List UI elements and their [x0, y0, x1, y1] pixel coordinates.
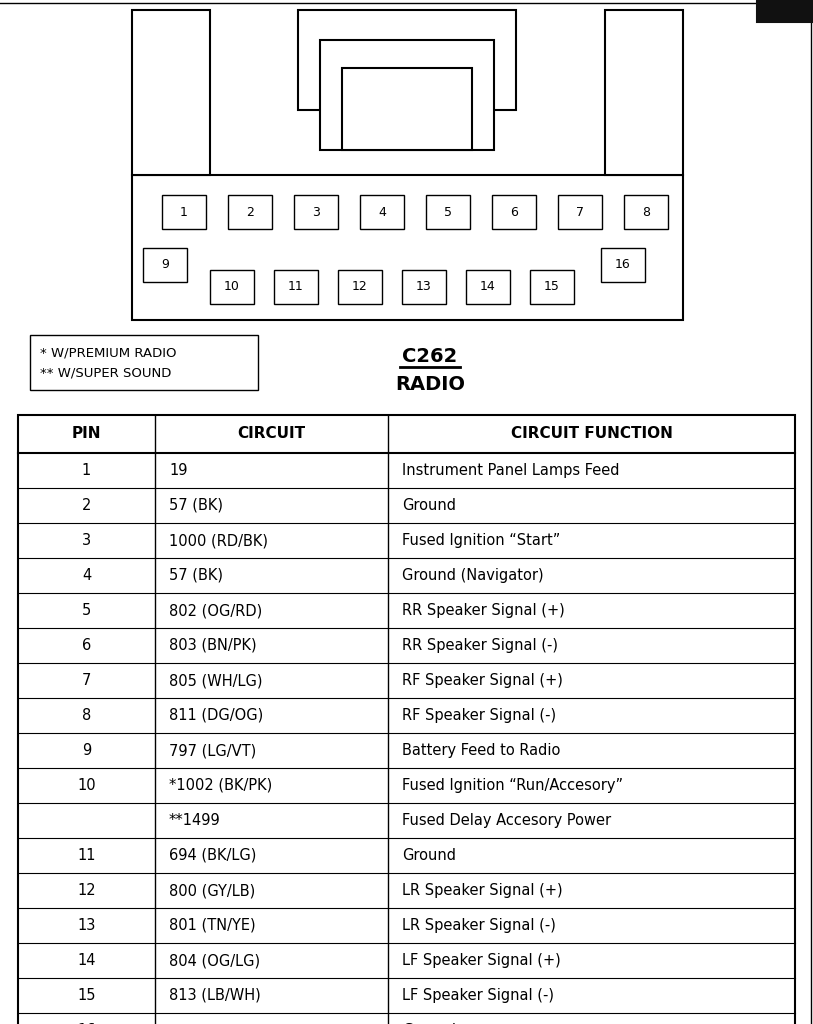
Text: RR Speaker Signal (-): RR Speaker Signal (-) — [402, 638, 558, 653]
Text: 14: 14 — [480, 281, 496, 294]
Text: RF Speaker Signal (+): RF Speaker Signal (+) — [402, 673, 563, 688]
Text: ** W/SUPER SOUND: ** W/SUPER SOUND — [40, 367, 172, 380]
Text: 12: 12 — [77, 883, 96, 898]
Text: 5: 5 — [82, 603, 91, 618]
Bar — [338, 270, 382, 304]
Text: C262: C262 — [402, 347, 458, 366]
Text: *1002 (BK/PK): *1002 (BK/PK) — [169, 778, 272, 793]
Text: 9: 9 — [161, 258, 169, 271]
Bar — [298, 10, 516, 110]
Text: 12: 12 — [352, 281, 367, 294]
Text: 8: 8 — [642, 206, 650, 218]
Bar — [320, 40, 494, 150]
Text: 4: 4 — [378, 206, 386, 218]
Text: 10: 10 — [224, 281, 240, 294]
Bar — [558, 195, 602, 229]
Text: 5: 5 — [444, 206, 452, 218]
Bar — [132, 10, 210, 175]
Bar — [757, 0, 813, 22]
Text: 811 (DG/OG): 811 (DG/OG) — [169, 708, 263, 723]
Text: 11: 11 — [77, 848, 96, 863]
Text: Fused Ignition “Run/Accesory”: Fused Ignition “Run/Accesory” — [402, 778, 623, 793]
Text: 6: 6 — [82, 638, 91, 653]
Bar — [530, 270, 574, 304]
Text: Battery Feed to Radio: Battery Feed to Radio — [402, 743, 560, 758]
Bar — [30, 335, 258, 390]
Bar — [426, 195, 470, 229]
Bar — [605, 10, 683, 175]
Text: 4: 4 — [82, 568, 91, 583]
Bar — [162, 195, 206, 229]
Text: 15: 15 — [544, 281, 560, 294]
Bar — [402, 270, 446, 304]
Text: 11: 11 — [288, 281, 304, 294]
Text: RR Speaker Signal (+): RR Speaker Signal (+) — [402, 603, 565, 618]
Text: RADIO: RADIO — [395, 375, 465, 394]
Text: 802 (OG/RD): 802 (OG/RD) — [169, 603, 263, 618]
Text: 2: 2 — [246, 206, 254, 218]
Text: LF Speaker Signal (-): LF Speaker Signal (-) — [402, 988, 554, 1002]
Bar — [294, 195, 338, 229]
Text: 15: 15 — [77, 988, 96, 1002]
Text: 13: 13 — [416, 281, 432, 294]
Text: 19: 19 — [169, 463, 188, 478]
Text: RF Speaker Signal (-): RF Speaker Signal (-) — [402, 708, 556, 723]
Text: 803 (BN/PK): 803 (BN/PK) — [169, 638, 257, 653]
Text: * W/PREMIUM RADIO: * W/PREMIUM RADIO — [40, 346, 176, 359]
Bar — [466, 270, 510, 304]
Text: 1: 1 — [82, 463, 91, 478]
Text: 7: 7 — [576, 206, 584, 218]
Bar — [360, 195, 404, 229]
Bar — [274, 270, 318, 304]
Bar — [624, 195, 668, 229]
Text: Ground: Ground — [402, 848, 456, 863]
Text: 57 (BK): 57 (BK) — [169, 568, 223, 583]
Text: Ground (Navigator): Ground (Navigator) — [402, 568, 544, 583]
Text: Fused Ignition “Start”: Fused Ignition “Start” — [402, 534, 560, 548]
Text: 800 (GY/LB): 800 (GY/LB) — [169, 883, 255, 898]
Bar — [210, 270, 254, 304]
Text: Ground: Ground — [402, 498, 456, 513]
Text: 10: 10 — [77, 778, 96, 793]
Bar — [228, 195, 272, 229]
Text: 694 (BK/LG): 694 (BK/LG) — [169, 848, 256, 863]
Bar — [132, 175, 683, 319]
Text: 7: 7 — [82, 673, 91, 688]
Text: PIN: PIN — [72, 427, 102, 441]
Text: 16: 16 — [615, 258, 631, 271]
Text: 804 (OG/LG): 804 (OG/LG) — [169, 953, 260, 968]
Text: 805 (WH/LG): 805 (WH/LG) — [169, 673, 263, 688]
Text: 6: 6 — [510, 206, 518, 218]
Text: LR Speaker Signal (-): LR Speaker Signal (-) — [402, 918, 556, 933]
Text: 9: 9 — [82, 743, 91, 758]
Text: 1: 1 — [180, 206, 188, 218]
Bar — [601, 248, 645, 282]
Text: 813 (LB/WH): 813 (LB/WH) — [169, 988, 261, 1002]
Bar — [342, 68, 472, 150]
Text: 801 (TN/YE): 801 (TN/YE) — [169, 918, 255, 933]
Text: 1000 (RD/BK): 1000 (RD/BK) — [169, 534, 268, 548]
Text: 3: 3 — [312, 206, 320, 218]
Text: 3: 3 — [82, 534, 91, 548]
Bar — [492, 195, 536, 229]
Text: Instrument Panel Lamps Feed: Instrument Panel Lamps Feed — [402, 463, 620, 478]
Bar — [143, 248, 187, 282]
Text: CIRCUIT FUNCTION: CIRCUIT FUNCTION — [511, 427, 672, 441]
Text: 13: 13 — [77, 918, 96, 933]
Text: 57 (BK): 57 (BK) — [169, 498, 223, 513]
Text: 14: 14 — [77, 953, 96, 968]
Text: 2: 2 — [82, 498, 91, 513]
Text: LF Speaker Signal (+): LF Speaker Signal (+) — [402, 953, 561, 968]
Text: **1499: **1499 — [169, 813, 221, 828]
Bar — [18, 415, 795, 1024]
Text: CIRCUIT: CIRCUIT — [237, 427, 306, 441]
Text: 797 (LG/VT): 797 (LG/VT) — [169, 743, 256, 758]
Text: Fused Delay Accesory Power: Fused Delay Accesory Power — [402, 813, 611, 828]
Text: 8: 8 — [82, 708, 91, 723]
Text: LR Speaker Signal (+): LR Speaker Signal (+) — [402, 883, 563, 898]
